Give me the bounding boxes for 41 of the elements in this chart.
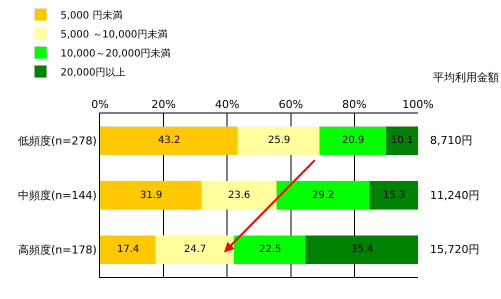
bar (201, 181, 276, 210)
bar (276, 181, 370, 210)
y-tick-label: 高頻度(n=178) (18, 244, 97, 257)
bar (234, 236, 306, 264)
bar (155, 236, 234, 264)
bar (100, 236, 156, 264)
x-tick-label: 80% (342, 98, 367, 111)
bar (100, 126, 238, 155)
y-tick-label: 中頻度(n=144) (18, 189, 97, 202)
data-label: 25.9 (268, 135, 290, 146)
bar (237, 126, 320, 155)
data-label: 24.7 (184, 244, 206, 255)
x-tick-label: 20% (151, 98, 176, 111)
data-label: 35.4 (351, 244, 374, 255)
x-tick-label: 40% (214, 98, 240, 111)
data-label: 17.4 (117, 244, 140, 255)
x-tick-label: 60% (278, 98, 304, 111)
bar (369, 181, 418, 210)
y-tick-label: 低頻度(n=278) (18, 134, 97, 148)
text: 8,710円 (430, 134, 472, 147)
legend-label: 20,000円以上 (60, 66, 126, 78)
data-label: 15.3 (383, 190, 406, 201)
data-label: 10.1 (391, 135, 414, 146)
bar (100, 181, 202, 210)
x-tick-label: 0% (91, 98, 109, 111)
legend-label: 5,000 ～10,000円未満 (60, 28, 168, 40)
bar (320, 126, 386, 155)
data-label: 29.2 (312, 190, 334, 201)
text: 11,240円 (430, 189, 480, 202)
x-tick-label: 100% (402, 98, 434, 111)
legend-label: 10,000～20,000円未満 (60, 47, 170, 60)
data-label: 23.6 (228, 190, 250, 201)
legend-label: 5,000 円未満 (60, 9, 122, 22)
bar (386, 126, 418, 155)
data-label: 43.2 (158, 135, 180, 146)
text: 15,720円 (430, 243, 480, 256)
data-label: 22.5 (259, 244, 282, 255)
text: 平均利用金額 (433, 71, 499, 84)
data-label: 31.9 (140, 190, 162, 201)
bar (305, 236, 418, 264)
data-label: 20.9 (342, 135, 364, 146)
